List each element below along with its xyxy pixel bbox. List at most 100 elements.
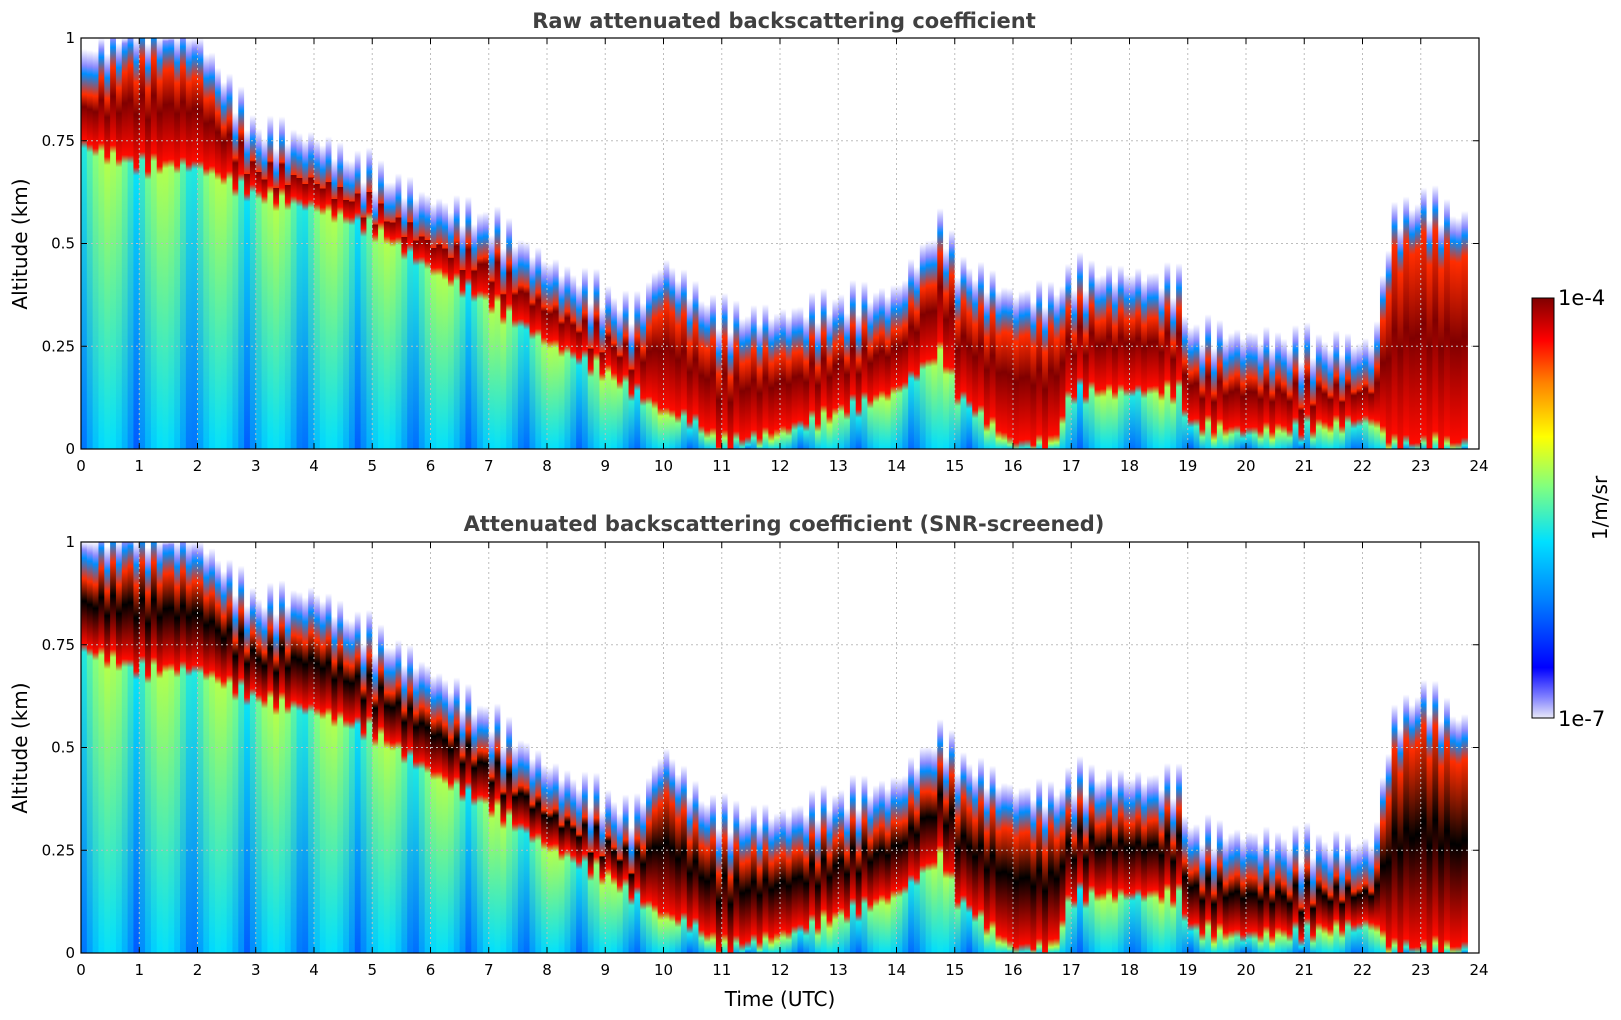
x-tick-label: 13 <box>829 961 848 979</box>
x-tick-label: 3 <box>251 457 261 475</box>
heatmap-column <box>686 542 694 953</box>
heatmap-column <box>436 542 443 953</box>
heatmap-column <box>925 542 933 953</box>
x-tick-label: 2 <box>193 961 203 979</box>
heatmap-column <box>319 38 327 449</box>
heatmap-column <box>1001 38 1008 449</box>
heatmap-column <box>867 542 874 953</box>
heatmap-column <box>145 542 152 953</box>
heatmap-column <box>855 542 863 953</box>
heatmap-column <box>1246 542 1253 953</box>
heatmap-column <box>541 542 548 953</box>
heatmap-column <box>960 38 967 449</box>
heatmap-column <box>535 542 542 953</box>
heatmap-column <box>471 542 478 953</box>
heatmap-column <box>1257 38 1265 449</box>
heatmap-column <box>110 38 117 449</box>
x-tick-label: 24 <box>1469 961 1488 979</box>
x-tick-label: 16 <box>1003 961 1022 979</box>
heatmap-column <box>436 38 443 449</box>
heatmap-column <box>506 542 513 953</box>
heatmap-column <box>721 38 729 449</box>
heatmap-column <box>745 542 752 953</box>
y-tick-label: 0.75 <box>42 132 75 150</box>
heatmap-column <box>780 38 787 449</box>
heatmap-column <box>570 38 577 449</box>
heatmap-column <box>1356 542 1364 953</box>
heatmap-column <box>587 542 595 953</box>
heatmap-column <box>500 542 507 953</box>
heatmap-column <box>1292 38 1300 449</box>
heatmap-column <box>1432 38 1439 449</box>
heatmap-column <box>1257 542 1265 953</box>
heatmap-column <box>890 38 898 449</box>
heatmap-column <box>785 542 793 953</box>
heatmap-column <box>541 38 548 449</box>
heatmap-column <box>611 542 618 953</box>
x-tick-label: 4 <box>309 457 319 475</box>
heatmap-column <box>686 38 694 449</box>
heatmap-column <box>1100 542 1107 953</box>
colorbar-min-label: 1e-7 <box>1558 707 1605 731</box>
heatmap-column <box>1356 38 1364 449</box>
heatmap-column <box>255 542 263 953</box>
colorbar-max-label: 1e-4 <box>1558 286 1605 310</box>
heatmap-column <box>1275 542 1282 953</box>
heatmap-column <box>727 542 734 953</box>
heatmap-column <box>820 542 828 953</box>
heatmap-column <box>302 542 309 953</box>
heatmap-raw <box>81 38 1468 449</box>
heatmap-column <box>1461 542 1468 953</box>
heatmap-column <box>337 38 344 449</box>
heatmap-column <box>972 38 979 449</box>
heatmap-column <box>721 542 729 953</box>
heatmap-column <box>86 38 94 449</box>
heatmap-column <box>261 38 268 449</box>
heatmap-column <box>121 38 129 449</box>
heatmap-column <box>1292 542 1300 953</box>
heatmap-column <box>692 542 700 953</box>
x-tick-label: 21 <box>1295 457 1314 475</box>
heatmap-column <box>1030 542 1037 953</box>
panel-raw: Raw attenuated backscattering coefficien… <box>8 9 1489 475</box>
heatmap-column <box>92 542 100 953</box>
heatmap-column <box>1141 38 1148 449</box>
heatmap-column <box>896 542 903 953</box>
heatmap-column <box>547 38 554 449</box>
heatmap-column <box>512 38 519 449</box>
heatmap-column <box>1414 38 1422 449</box>
x-tick-label: 0 <box>76 961 86 979</box>
heatmap-column <box>791 542 799 953</box>
heatmap-column <box>1065 38 1072 449</box>
heatmap-column <box>1315 542 1323 953</box>
y-axis-label-screened: Altitude (km) <box>8 682 32 813</box>
heatmap-column <box>1135 38 1142 449</box>
heatmap-column <box>407 542 414 953</box>
heatmap-column <box>296 542 303 953</box>
heatmap-column <box>931 542 938 953</box>
heatmap-column <box>220 38 228 449</box>
colorbar: 1e-4 1e-7 1/m/sr <box>1531 286 1612 731</box>
heatmap-column <box>1106 542 1113 953</box>
heatmap-column <box>675 542 682 953</box>
heatmap-column <box>1141 542 1148 953</box>
x-tick-label: 9 <box>600 961 610 979</box>
heatmap-column <box>1455 38 1463 449</box>
heatmap-column <box>547 542 554 953</box>
heatmap-column <box>587 38 595 449</box>
heatmap-column <box>249 542 257 953</box>
x-tick-label: 7 <box>484 961 494 979</box>
heatmap-column <box>1222 542 1230 953</box>
heatmap-column <box>750 38 758 449</box>
x-tick-label: 14 <box>887 457 906 475</box>
heatmap-column <box>1315 38 1323 449</box>
heatmap-column <box>121 542 129 953</box>
heatmap-column <box>616 38 624 449</box>
heatmap-column <box>366 542 373 953</box>
heatmap-column <box>1065 542 1072 953</box>
x-tick-label: 23 <box>1411 457 1430 475</box>
x-tick-label: 18 <box>1120 457 1139 475</box>
heatmap-column <box>1310 38 1317 449</box>
heatmap-column <box>1391 542 1399 953</box>
